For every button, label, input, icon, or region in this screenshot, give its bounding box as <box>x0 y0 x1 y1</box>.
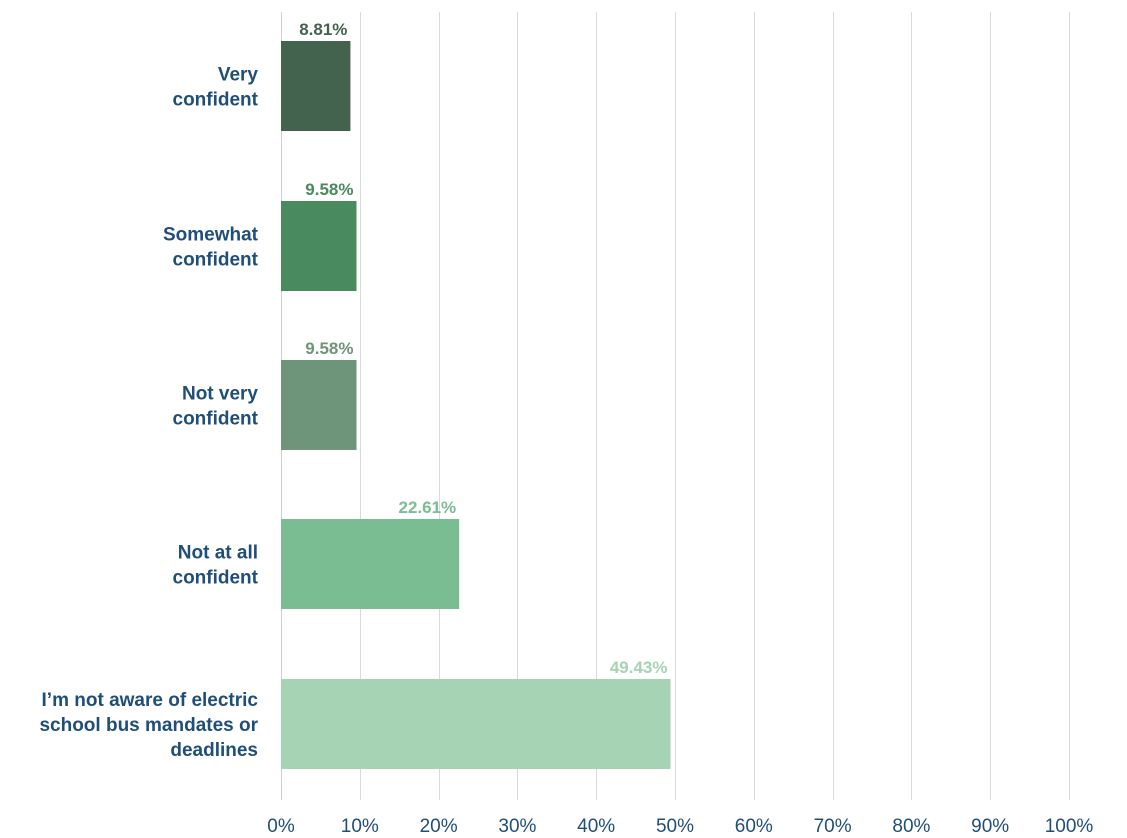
category-label-line: Not at all <box>178 543 258 564</box>
category-label-line: confident <box>173 409 259 430</box>
data-label: 49.43% <box>610 658 668 677</box>
x-tick-label: 0% <box>267 816 295 837</box>
category-label: Somewhat confident <box>163 225 259 271</box>
category-label-line: school bus mandates or <box>39 715 258 736</box>
x-axis-tick-labels: 0% 10% 20% 30% 40% 50% 60% 70% 80% 90% 100% <box>267 816 1093 837</box>
category-label-line: I’m not aware of electric <box>42 690 259 711</box>
category-label-line: Not very <box>182 384 258 405</box>
x-tick-label: 70% <box>814 816 852 837</box>
data-label: 22.61% <box>398 498 456 517</box>
bar <box>281 679 671 769</box>
x-tick-label: 30% <box>498 816 536 837</box>
bars <box>281 41 671 769</box>
bar <box>281 201 357 291</box>
category-label-line: confident <box>173 250 259 271</box>
category-labels: Very confident Somewhat confident Not very co… <box>39 65 258 762</box>
x-tick-label: 80% <box>892 816 930 837</box>
category-label-line: deadlines <box>170 740 258 761</box>
category-label: Very confident <box>173 65 259 111</box>
x-tick-label: 20% <box>420 816 458 837</box>
x-tick-label: 90% <box>971 816 1009 837</box>
data-label: 9.58% <box>305 180 353 199</box>
gridlines <box>281 12 1070 800</box>
bar <box>281 41 351 131</box>
bar <box>281 360 357 450</box>
category-label-line: Very <box>218 65 259 86</box>
bar <box>281 519 460 609</box>
x-tick-label: 50% <box>656 816 694 837</box>
data-label: 8.81% <box>299 20 347 39</box>
category-label-line: Somewhat <box>163 225 259 246</box>
x-tick-label: 100% <box>1045 816 1094 837</box>
x-tick-label: 40% <box>577 816 615 837</box>
x-tick-label: 10% <box>341 816 379 837</box>
category-label: Not at all confident <box>173 543 259 589</box>
value-labels: 8.81% 9.58% 9.58% 22.61% 49.43% <box>299 20 667 677</box>
category-label-line: confident <box>173 90 259 111</box>
category-label: Not very confident <box>173 384 259 430</box>
x-tick-label: 60% <box>735 816 773 837</box>
category-label-line: confident <box>173 568 259 589</box>
category-label: I’m not aware of electric school bus mand… <box>39 690 258 761</box>
data-label: 9.58% <box>305 339 353 358</box>
